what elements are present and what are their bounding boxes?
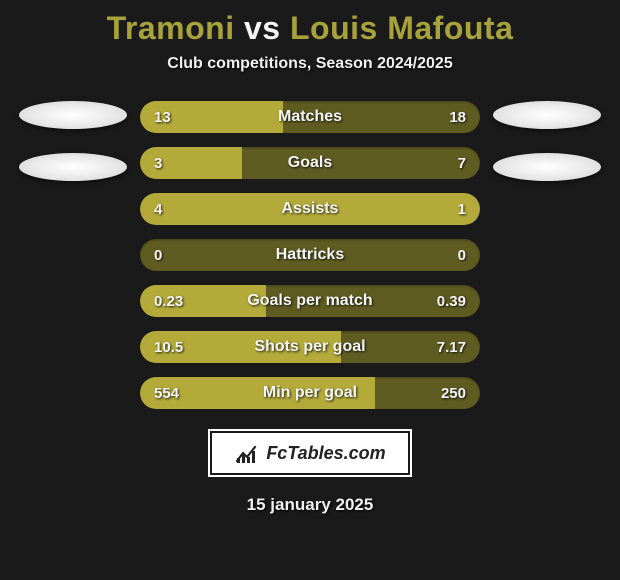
player2-avatar-placeholder xyxy=(493,101,601,129)
page-title: Tramoni vs Louis Mafouta xyxy=(107,10,514,47)
player1-avatar-placeholder xyxy=(19,101,127,129)
stat-value-right: 0 xyxy=(458,239,466,271)
stat-value-right: 1 xyxy=(458,193,466,225)
chart-area: 1318Matches37Goals41Assists00Hattricks0.… xyxy=(0,101,620,409)
bar-fill-left xyxy=(140,193,412,225)
stat-bars: 1318Matches37Goals41Assists00Hattricks0.… xyxy=(140,101,480,409)
brand-badge: FcTables.com xyxy=(210,431,409,475)
stat-value-right: 7 xyxy=(458,147,466,179)
stat-row: 1318Matches xyxy=(140,101,480,133)
bar-fill-right xyxy=(412,193,480,225)
player2-club-placeholder xyxy=(493,153,601,181)
stat-row: 0.230.39Goals per match xyxy=(140,285,480,317)
stat-row: 10.57.17Shots per goal xyxy=(140,331,480,363)
vs-text: vs xyxy=(244,10,281,46)
stat-row: 0 0Hattricks xyxy=(140,239,480,271)
stat-row: 554250Min per goal xyxy=(140,377,480,409)
brand-text: FcTables.com xyxy=(266,443,385,464)
date-text: 15 january 2025 xyxy=(247,495,374,515)
player1-club-placeholder xyxy=(19,153,127,181)
stat-row: 37Goals xyxy=(140,147,480,179)
stat-row: 41Assists xyxy=(140,193,480,225)
comparison-chart: Tramoni vs Louis Mafouta Club competitio… xyxy=(0,0,620,580)
stat-value-left: 554 xyxy=(154,377,179,409)
player1-name: Tramoni xyxy=(107,10,235,46)
stat-value-right: 0.39 xyxy=(437,285,466,317)
chart-icon xyxy=(234,441,258,465)
stat-value-right: 7.17 xyxy=(437,331,466,363)
stat-value-left: 4 xyxy=(154,193,162,225)
stat-value-left: 3 xyxy=(154,147,162,179)
stat-value-left: 0.23 xyxy=(154,285,183,317)
subtitle: Club competitions, Season 2024/2025 xyxy=(167,55,452,73)
stat-value-left: 10.5 xyxy=(154,331,183,363)
stat-value-left: 0 xyxy=(154,239,162,271)
player2-name: Louis Mafouta xyxy=(290,10,513,46)
stat-value-right: 250 xyxy=(441,377,466,409)
stat-label: Hattricks xyxy=(140,239,480,271)
stat-value-left: 13 xyxy=(154,101,171,133)
left-ovals xyxy=(18,101,128,181)
stat-value-right: 18 xyxy=(449,101,466,133)
right-ovals xyxy=(492,101,602,181)
